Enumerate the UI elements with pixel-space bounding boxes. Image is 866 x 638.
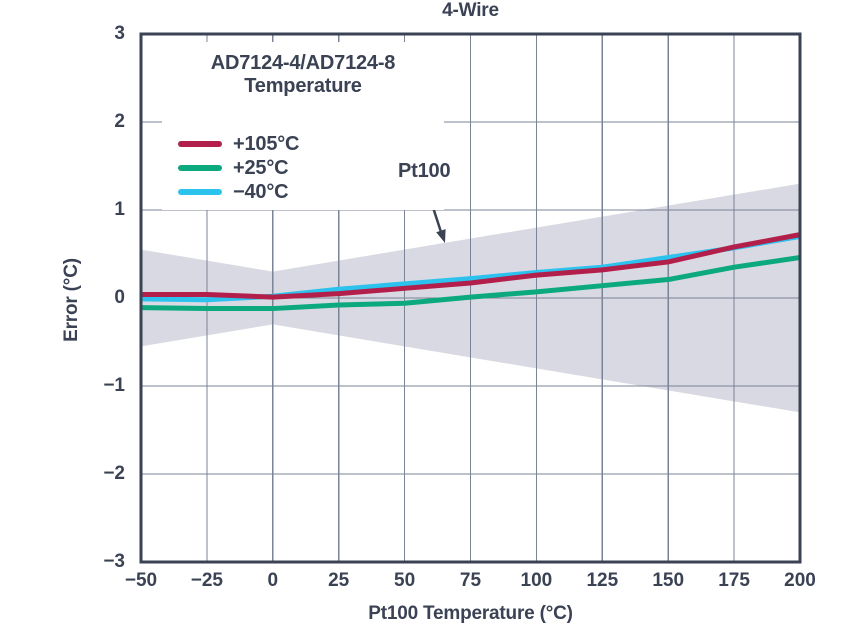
x-tick-label: 0 (267, 570, 279, 591)
y-tick-label: −3 (103, 551, 125, 572)
y-tick-label: 1 (114, 199, 125, 220)
series-line (140, 255, 801, 312)
legend-item-label: +25°C (233, 156, 289, 179)
annotation-pt100: Pt100 (393, 159, 456, 184)
x-axis-title: Pt100 Temperature (°C) (368, 603, 573, 624)
legend-item: −40°C (178, 180, 444, 204)
legend-item-label: +105°C (233, 132, 300, 155)
x-tick-label: 50 (394, 570, 416, 591)
legend-item: +105°C (178, 132, 444, 156)
plot-frame (139, 32, 802, 564)
legend: AD7124-4/AD7124-8 Temperature +105°C +25°… (162, 42, 444, 210)
y-axis-title: Error (°C) (61, 258, 82, 342)
y-tick-label: 0 (114, 287, 125, 308)
legend-title-line2: Temperature (244, 75, 362, 97)
legend-item: +25°C (178, 156, 444, 180)
x-tick-label: 125 (586, 570, 619, 591)
y-tick-label: −2 (103, 463, 125, 484)
y-tick-label: −1 (103, 375, 125, 396)
x-tick-label: −25 (190, 570, 223, 591)
y-tick-label: 3 (114, 23, 125, 44)
chart-title: 4-Wire (442, 0, 499, 21)
legend-title: AD7124-4/AD7124-8 Temperature (162, 52, 444, 98)
legend-title-line1: AD7124-4/AD7124-8 (210, 52, 396, 74)
x-tick-label: 175 (718, 570, 750, 591)
legend-swatch (178, 165, 222, 171)
x-tick-label: −50 (124, 570, 158, 591)
annotation-arrowhead (436, 229, 446, 243)
x-tick-label: 25 (328, 570, 350, 591)
legend-item-label: −40°C (233, 180, 289, 203)
series-line (141, 232, 801, 300)
legend-swatch (178, 189, 222, 195)
x-tick-label: 150 (652, 570, 685, 591)
x-tick-label: 75 (459, 570, 482, 591)
y-tick-label: 2 (114, 111, 125, 132)
x-tick-label: 100 (520, 570, 553, 591)
x-tick-label: 200 (784, 570, 816, 591)
legend-items: +105°C +25°C −40°C (162, 132, 444, 204)
legend-swatch (178, 141, 222, 147)
